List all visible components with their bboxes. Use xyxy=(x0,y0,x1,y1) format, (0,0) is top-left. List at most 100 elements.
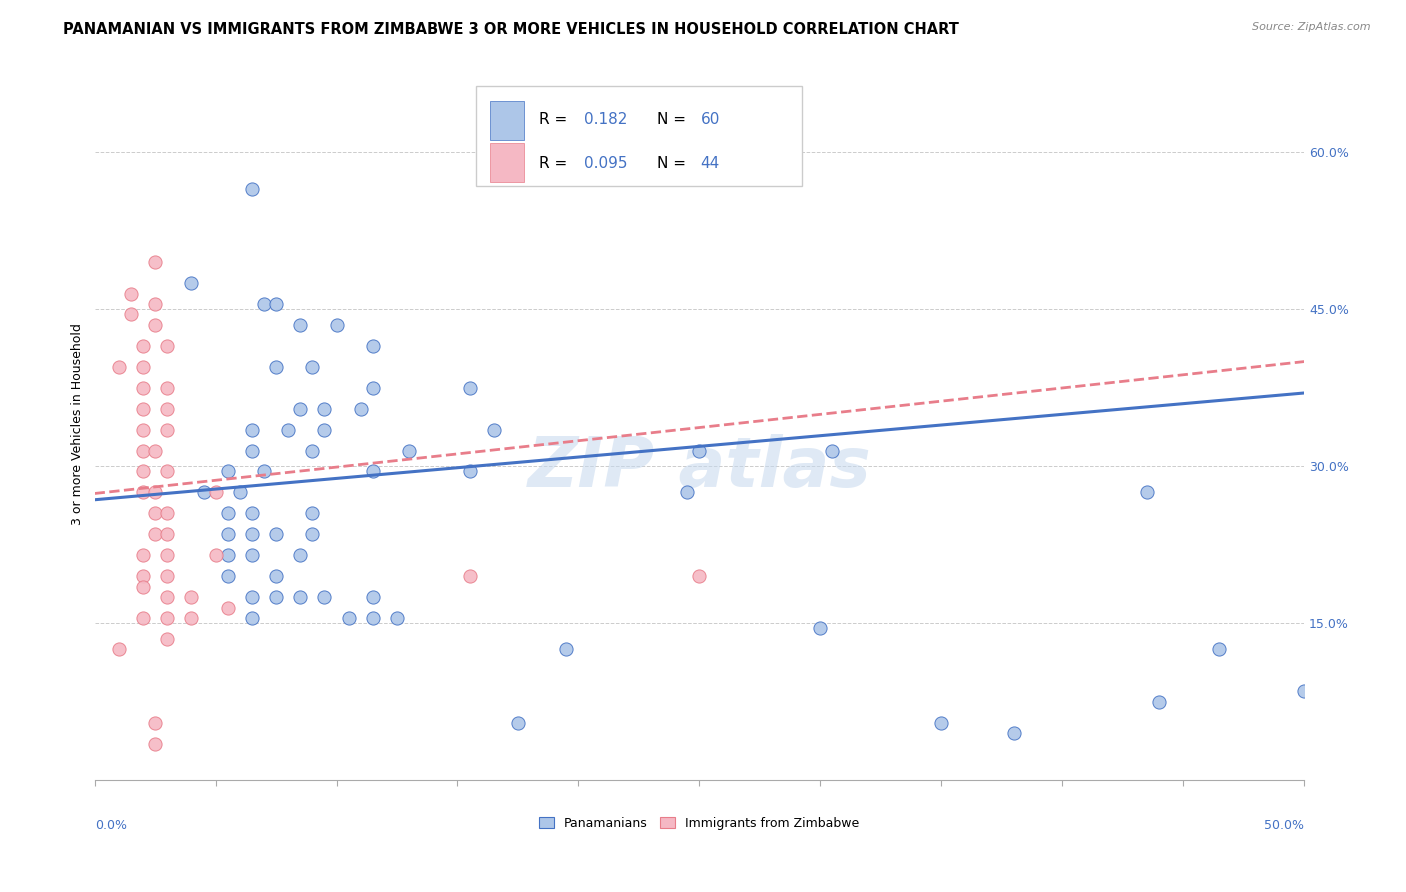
Point xyxy=(229,485,252,500)
Point xyxy=(264,590,287,604)
Point xyxy=(120,286,142,301)
Point xyxy=(301,359,323,374)
Point xyxy=(253,297,276,311)
Point xyxy=(1002,726,1025,740)
Point xyxy=(132,359,155,374)
Point xyxy=(217,465,239,479)
Point xyxy=(1208,642,1230,657)
Point xyxy=(314,401,336,416)
Text: R =: R = xyxy=(538,156,567,170)
Text: 0.095: 0.095 xyxy=(585,156,628,170)
Point xyxy=(314,423,336,437)
Point xyxy=(314,590,336,604)
Text: N =: N = xyxy=(657,156,686,170)
Point xyxy=(264,359,287,374)
Point xyxy=(361,465,384,479)
Point xyxy=(290,590,312,604)
Y-axis label: 3 or more Vehicles in Household: 3 or more Vehicles in Household xyxy=(72,324,84,525)
Point xyxy=(156,401,179,416)
Point xyxy=(240,443,263,458)
Point xyxy=(361,590,384,604)
Legend: Panamanians, Immigrants from Zimbabwe: Panamanians, Immigrants from Zimbabwe xyxy=(534,812,865,835)
Point xyxy=(458,381,481,395)
Point xyxy=(361,381,384,395)
Point xyxy=(156,465,179,479)
Point xyxy=(156,423,179,437)
Point xyxy=(458,569,481,583)
Point xyxy=(108,359,131,374)
FancyBboxPatch shape xyxy=(491,144,524,182)
Point xyxy=(132,485,155,500)
Point xyxy=(156,590,179,604)
Point xyxy=(808,622,831,636)
Point xyxy=(108,642,131,657)
Point xyxy=(301,443,323,458)
Point xyxy=(688,443,710,458)
Point xyxy=(290,401,312,416)
Point xyxy=(143,527,166,541)
Point xyxy=(156,381,179,395)
Point xyxy=(156,339,179,353)
Point xyxy=(217,507,239,521)
FancyBboxPatch shape xyxy=(491,101,524,140)
Point xyxy=(132,423,155,437)
Point xyxy=(156,569,179,583)
Point xyxy=(120,308,142,322)
Point xyxy=(264,297,287,311)
Point xyxy=(361,339,384,353)
Point xyxy=(143,297,166,311)
Text: 0.0%: 0.0% xyxy=(94,820,127,832)
Point xyxy=(361,611,384,625)
Point xyxy=(240,590,263,604)
Point xyxy=(217,569,239,583)
Point xyxy=(482,423,505,437)
Point xyxy=(143,507,166,521)
Point xyxy=(506,715,529,730)
Point xyxy=(1294,684,1316,698)
Point xyxy=(688,569,710,583)
Point xyxy=(821,443,844,458)
Point xyxy=(156,632,179,646)
Point xyxy=(132,381,155,395)
Point xyxy=(143,737,166,751)
Point xyxy=(180,276,202,290)
Point xyxy=(132,569,155,583)
Point xyxy=(240,182,263,196)
Point xyxy=(156,611,179,625)
Text: N =: N = xyxy=(657,112,686,127)
FancyBboxPatch shape xyxy=(475,87,803,186)
Point xyxy=(156,548,179,562)
Point xyxy=(240,507,263,521)
Point xyxy=(240,611,263,625)
Point xyxy=(132,548,155,562)
Point xyxy=(180,590,202,604)
Point xyxy=(132,443,155,458)
Text: R =: R = xyxy=(538,112,567,127)
Text: ZIP atlas: ZIP atlas xyxy=(527,434,872,500)
Point xyxy=(217,600,239,615)
Point xyxy=(143,255,166,269)
Point xyxy=(264,527,287,541)
Point xyxy=(132,580,155,594)
Text: PANAMANIAN VS IMMIGRANTS FROM ZIMBABWE 3 OR MORE VEHICLES IN HOUSEHOLD CORRELATI: PANAMANIAN VS IMMIGRANTS FROM ZIMBABWE 3… xyxy=(63,22,959,37)
Point xyxy=(1147,695,1170,709)
Point xyxy=(240,548,263,562)
Point xyxy=(290,318,312,332)
Point xyxy=(132,611,155,625)
Text: Source: ZipAtlas.com: Source: ZipAtlas.com xyxy=(1253,22,1371,32)
Point xyxy=(676,485,699,500)
Text: 0.182: 0.182 xyxy=(585,112,628,127)
Point xyxy=(458,465,481,479)
Point xyxy=(277,423,299,437)
Point xyxy=(264,569,287,583)
Point xyxy=(217,548,239,562)
Point xyxy=(143,715,166,730)
Point xyxy=(180,611,202,625)
Point xyxy=(290,548,312,562)
Point xyxy=(204,548,226,562)
Point xyxy=(132,339,155,353)
Point xyxy=(1136,485,1159,500)
Point xyxy=(385,611,408,625)
Point xyxy=(555,642,578,657)
Point xyxy=(337,611,360,625)
